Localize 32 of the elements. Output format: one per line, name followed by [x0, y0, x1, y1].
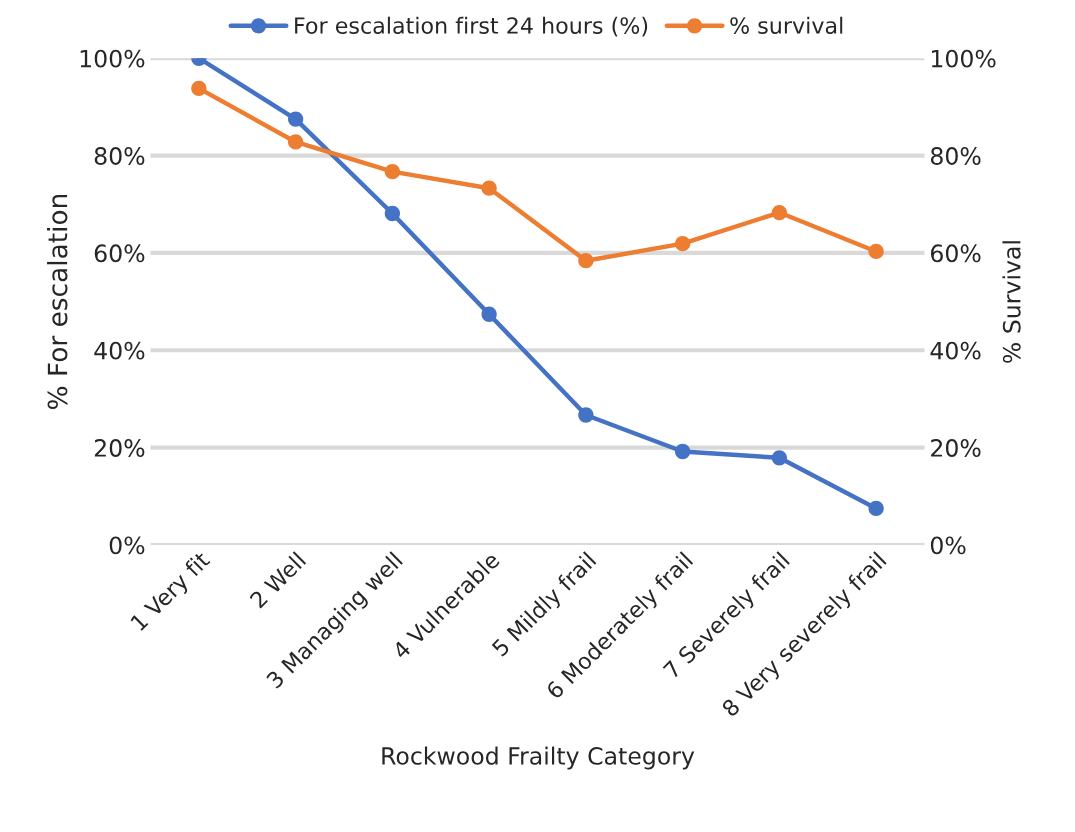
point	[384, 164, 401, 180]
y-axis-title: % For escalation	[47, 194, 68, 410]
y2-tick-label: 80%	[930, 147, 981, 165]
point	[191, 80, 207, 97]
y2-tick-label: 60%	[931, 244, 981, 263]
point	[481, 306, 497, 322]
x-axis-title: Rockwood Frailty Category	[382, 746, 695, 770]
y2-tick-label: 20%	[931, 439, 981, 457]
point	[578, 407, 594, 423]
point	[674, 236, 691, 252]
y-tick-label: 0%	[109, 536, 145, 555]
y2-tick-label: 0%	[930, 536, 966, 555]
point	[287, 111, 304, 127]
point	[481, 180, 497, 196]
legend-label: % survival	[730, 16, 843, 34]
y2-tick-label: 40%	[930, 341, 981, 360]
legend-label: For escalation first 24 hours (%)	[295, 16, 648, 37]
y2-axis-title: % Survival	[1002, 241, 1021, 363]
y-tick-label: 40%	[94, 341, 145, 360]
y2-tick-label: 100%	[931, 49, 996, 68]
y-tick-label: 60%	[94, 244, 145, 263]
y-tick-label: 80%	[94, 147, 145, 165]
point	[868, 243, 884, 260]
point	[674, 443, 691, 460]
point	[868, 500, 884, 517]
point	[287, 134, 304, 150]
point	[771, 204, 788, 221]
y-tick-label: 20%	[94, 439, 145, 457]
point	[771, 450, 788, 466]
point	[384, 205, 401, 222]
point	[578, 253, 594, 269]
y-tick-label: 100%	[80, 49, 145, 68]
